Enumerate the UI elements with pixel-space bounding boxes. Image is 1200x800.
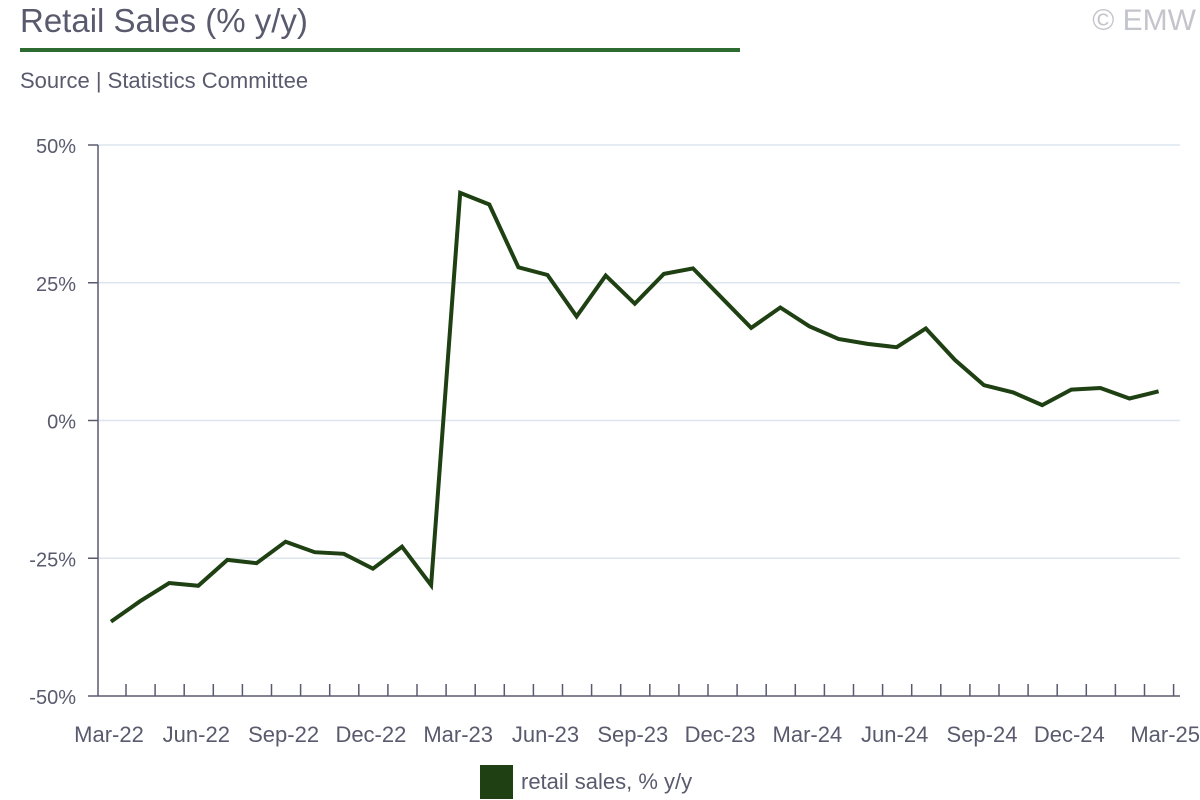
y-tick-label: 50%	[36, 136, 76, 158]
x-tick-label: Sep-23	[597, 722, 668, 747]
x-tick-label: Jun-24	[861, 722, 928, 747]
chart-title: Retail Sales (% y/y)	[20, 2, 308, 39]
y-tick-label: 0%	[47, 412, 76, 434]
x-tick-label: Dec-23	[685, 722, 756, 747]
x-tick-label: Mar-23	[423, 722, 493, 747]
x-tick-label: Sep-24	[947, 722, 1018, 747]
y-tick-label: -50%	[29, 687, 76, 709]
x-tick-label: Mar-25	[1130, 722, 1200, 747]
y-tick-label: 25%	[36, 274, 76, 296]
legend-swatch	[480, 765, 513, 799]
x-tick-label: Dec-24	[1034, 722, 1105, 747]
x-tick-label: Sep-22	[248, 722, 319, 747]
title-underline	[20, 48, 740, 52]
y-tick-label: -25%	[29, 549, 76, 571]
x-tick-label: Jun-23	[512, 722, 579, 747]
x-tick-label: Dec-22	[335, 722, 406, 747]
copyright-mark: © EMW	[1092, 4, 1196, 37]
legend: retail sales, % y/y	[480, 765, 692, 799]
x-tick-label: Jun-22	[163, 722, 230, 747]
chart-source: Source | Statistics Committee	[20, 68, 309, 93]
series-line	[109, 190, 1160, 624]
legend-label: retail sales, % y/y	[521, 769, 693, 794]
x-tick-label: Mar-22	[74, 722, 144, 747]
x-tick-label: Mar-24	[773, 722, 843, 747]
